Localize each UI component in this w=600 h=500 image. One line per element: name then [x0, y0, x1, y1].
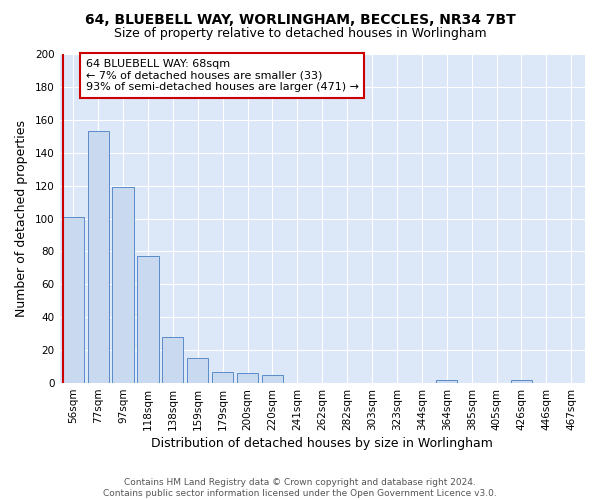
Bar: [187, 358, 208, 383]
Text: Contains HM Land Registry data © Crown copyright and database right 2024.
Contai: Contains HM Land Registry data © Crown c…: [103, 478, 497, 498]
Bar: [162, 337, 184, 383]
Text: 64 BLUEBELL WAY: 68sqm
← 7% of detached houses are smaller (33)
93% of semi-deta: 64 BLUEBELL WAY: 68sqm ← 7% of detached …: [86, 59, 359, 92]
Bar: [88, 132, 109, 383]
Bar: [262, 375, 283, 383]
Text: Size of property relative to detached houses in Worlingham: Size of property relative to detached ho…: [113, 28, 487, 40]
Bar: [436, 380, 457, 383]
Bar: [62, 217, 84, 383]
Y-axis label: Number of detached properties: Number of detached properties: [15, 120, 28, 317]
Bar: [137, 256, 158, 383]
Bar: [212, 372, 233, 383]
Bar: [112, 188, 134, 383]
Bar: [237, 373, 258, 383]
X-axis label: Distribution of detached houses by size in Worlingham: Distribution of detached houses by size …: [151, 437, 493, 450]
Bar: [511, 380, 532, 383]
Text: 64, BLUEBELL WAY, WORLINGHAM, BECCLES, NR34 7BT: 64, BLUEBELL WAY, WORLINGHAM, BECCLES, N…: [85, 12, 515, 26]
